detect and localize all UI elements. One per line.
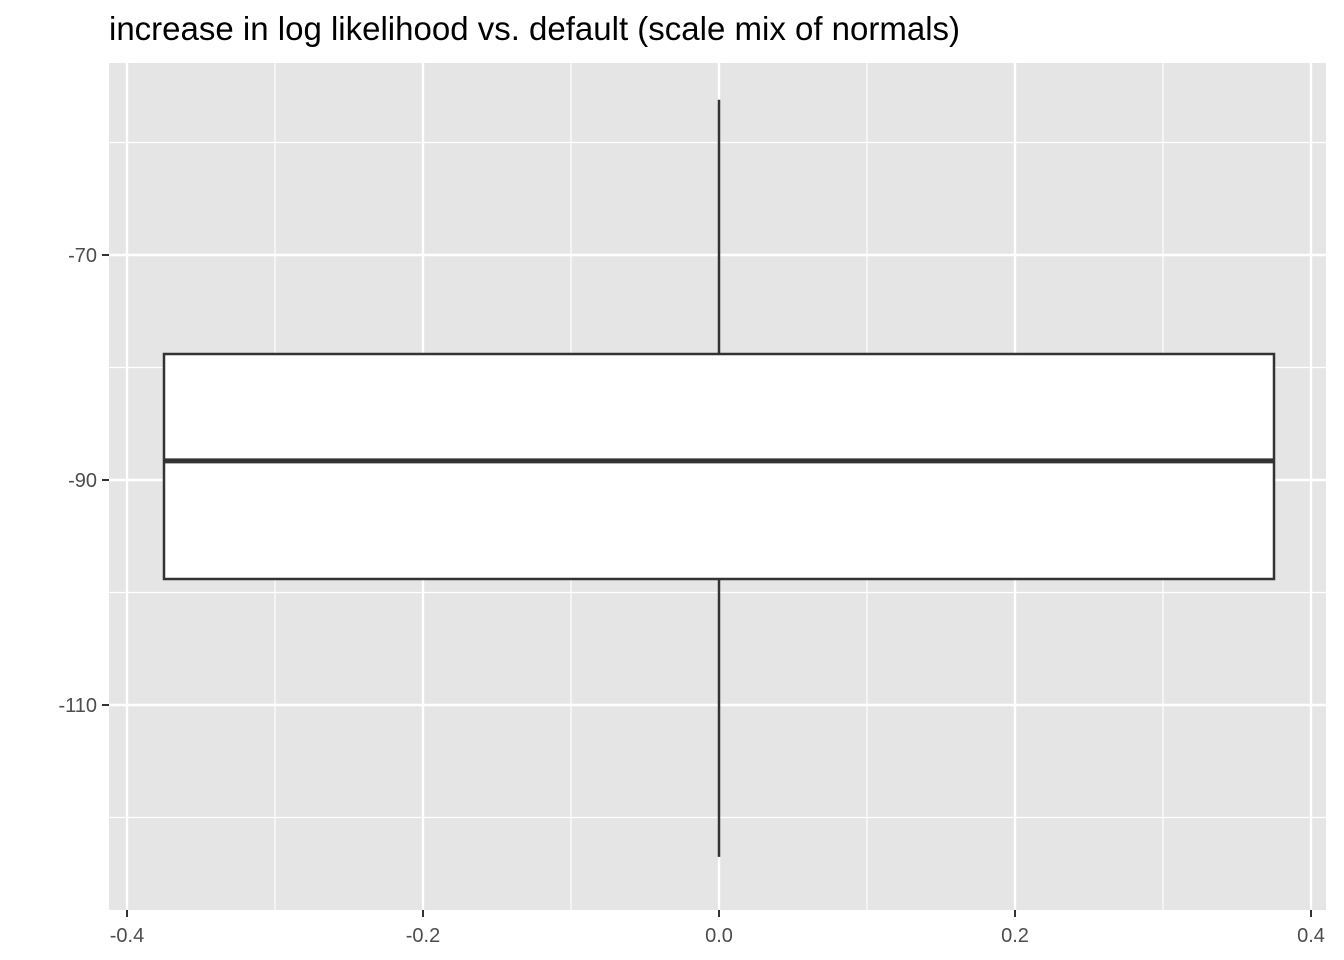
y-tick-label: -70 — [68, 245, 97, 267]
chart-title: increase in log likelihood vs. default (… — [109, 10, 960, 47]
y-tick-label: -110 — [58, 695, 97, 717]
x-tick-label: 0.4 — [1297, 925, 1325, 947]
x-tick-label: -0.2 — [406, 925, 440, 947]
x-tick-label: -0.4 — [110, 925, 144, 947]
x-tick-label: 0.2 — [1001, 925, 1029, 947]
x-axis: -0.4 -0.2 0.0 0.2 0.4 — [110, 910, 1325, 947]
box-iqr — [162, 352, 1276, 581]
boxes — [162, 99, 1276, 857]
y-axis: -70 -90 -110 — [58, 245, 109, 717]
x-tick-label: 0.0 — [705, 925, 733, 947]
y-tick-label: -90 — [68, 470, 97, 492]
